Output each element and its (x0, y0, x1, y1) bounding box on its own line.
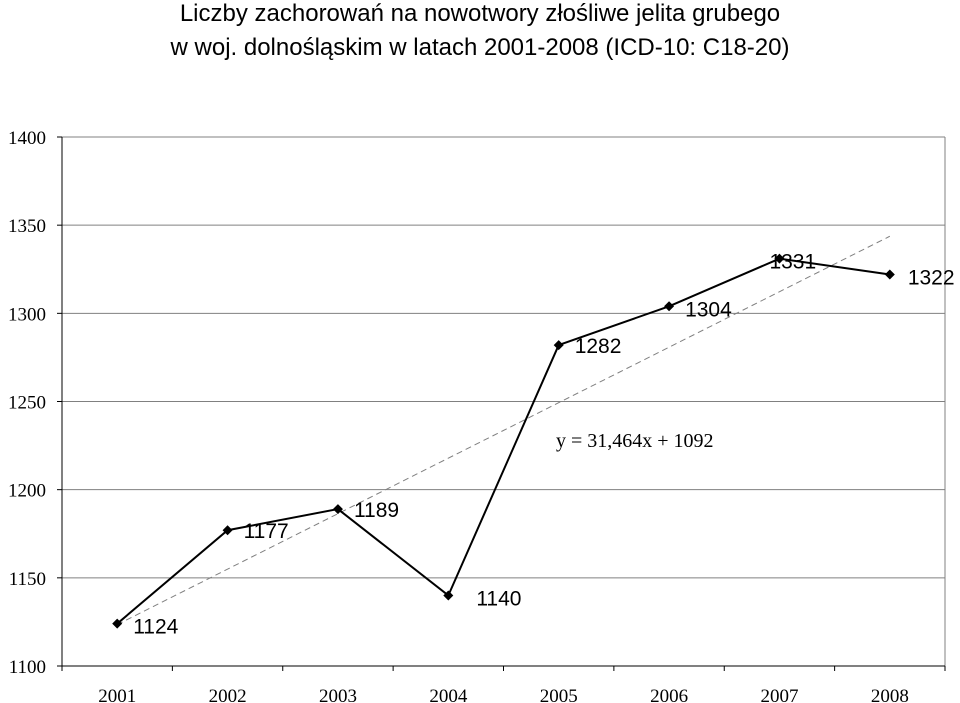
series-line (116, 257, 890, 625)
data-label-2005: 1282 (575, 335, 622, 358)
data-label-2006: 1304 (685, 298, 732, 321)
x-tick-label-2007: 2007 (760, 686, 798, 703)
x-tick-label-2003: 2003 (319, 686, 357, 703)
y-tick-label-1300: 1300 (8, 304, 46, 325)
chart-title-line-1: Liczby zachorowań na nowotwory złośliwe … (179, 0, 781, 27)
data-label-2007: 1331 (769, 251, 816, 274)
data-point-2008 (884, 269, 895, 280)
y-tick-label-1100: 1100 (9, 657, 46, 678)
chart-title-line-2: w woj. dolnośląskim w latach 2001-2008 (… (170, 34, 790, 61)
data-point-2007 (774, 253, 785, 264)
data-label-2001: 1124 (133, 616, 178, 639)
y-tick-label-1150: 1150 (9, 569, 46, 590)
data-point-2004 (443, 590, 454, 601)
x-tick-label-2004: 2004 (429, 686, 468, 703)
x-tick-label-2005: 2005 (540, 686, 578, 703)
data-point-2003 (332, 504, 343, 515)
y-tick-label-1250: 1250 (8, 393, 46, 414)
data-point-2001 (112, 618, 123, 629)
y-tick-label-1350: 1350 (8, 216, 46, 237)
data-label-2003: 1189 (354, 499, 399, 522)
x-tick-label-2006: 2006 (650, 686, 688, 703)
data-point-2002 (222, 525, 233, 536)
data-label-2004: 1140 (476, 587, 521, 610)
x-tick-label-2001: 2001 (98, 686, 136, 703)
x-tick-label-2002: 2002 (209, 686, 247, 703)
data-point-2006 (664, 301, 675, 312)
data-label-2008: 1322 (908, 267, 955, 290)
y-tick-label-1400: 1400 (8, 128, 46, 149)
trendline (116, 235, 891, 626)
y-tick-label-1200: 1200 (8, 481, 46, 502)
trend-equation: y = 31,464x + 1092 (556, 430, 714, 452)
x-tick-label-2008: 2008 (871, 686, 909, 703)
data-point-2005 (553, 340, 564, 351)
data-label-2002: 1177 (244, 520, 289, 543)
